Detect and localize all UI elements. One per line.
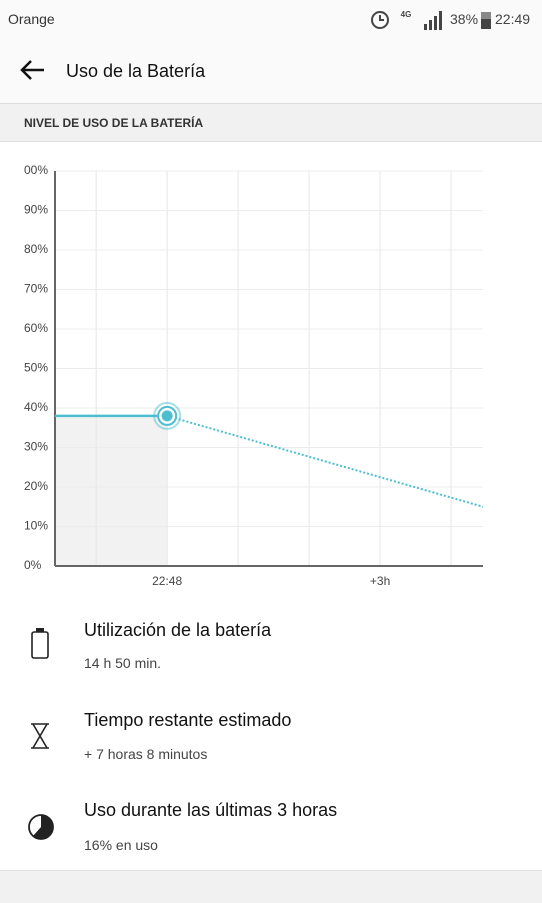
item-subtitle: 14 h 50 min. <box>84 655 162 671</box>
status-bar: Orange 4G 38% 22:49 <box>0 0 542 40</box>
status-icons: 4G <box>371 10 442 30</box>
y-tick-label: 50% <box>24 361 48 375</box>
app-bar: Uso de la Batería <box>0 40 542 104</box>
clock: 22:49 <box>495 11 531 27</box>
battery-icon <box>481 12 491 29</box>
section-title: NIVEL DE USO DE LA BATERÍA <box>24 116 204 130</box>
item-title: Tiempo restante estimado <box>84 710 292 730</box>
y-tick-label: 00% <box>24 163 48 177</box>
section-header: NIVEL DE USO DE LA BATERÍA <box>0 104 542 142</box>
y-tick-label: 30% <box>24 440 48 454</box>
item-title: Uso durante las últimas 3 horas <box>84 800 338 820</box>
usage-icon <box>28 814 54 840</box>
item-subtitle: + 7 horas 8 minutos <box>84 746 208 762</box>
page-title: Uso de la Batería <box>66 61 206 81</box>
y-tick-label: 90% <box>24 203 48 217</box>
y-tick-label: 10% <box>24 519 48 533</box>
battery-usage-icon <box>31 628 49 659</box>
y-tick-label: 20% <box>24 479 48 493</box>
item-subtitle: 16% en uso <box>84 837 158 853</box>
current-ring <box>153 401 182 430</box>
y-tick-label: 70% <box>24 282 48 296</box>
item-title: Utilización de la batería <box>84 620 272 640</box>
network-type: 4G <box>401 10 412 19</box>
battery-percent: 38% <box>450 11 479 27</box>
hourglass-icon <box>31 723 49 749</box>
y-tick-label: 60% <box>24 321 48 335</box>
footer-bar <box>0 870 542 903</box>
x-tick-label: +3h <box>370 574 390 588</box>
y-tick-label: 80% <box>24 242 48 256</box>
x-tick-label: 22:48 <box>152 574 182 588</box>
back-button[interactable] <box>18 58 46 82</box>
battery-chart: 0% 10% 20% 30% 40% 50% 60% 70% 80% 90% 00% 22:48 +3h <box>24 163 484 588</box>
history-area <box>55 415 168 566</box>
current-point <box>161 410 173 422</box>
y-tick-label: 0% <box>24 558 42 572</box>
carrier: Orange <box>8 11 55 27</box>
series-line <box>166 414 484 508</box>
y-tick-label: 40% <box>24 400 48 414</box>
